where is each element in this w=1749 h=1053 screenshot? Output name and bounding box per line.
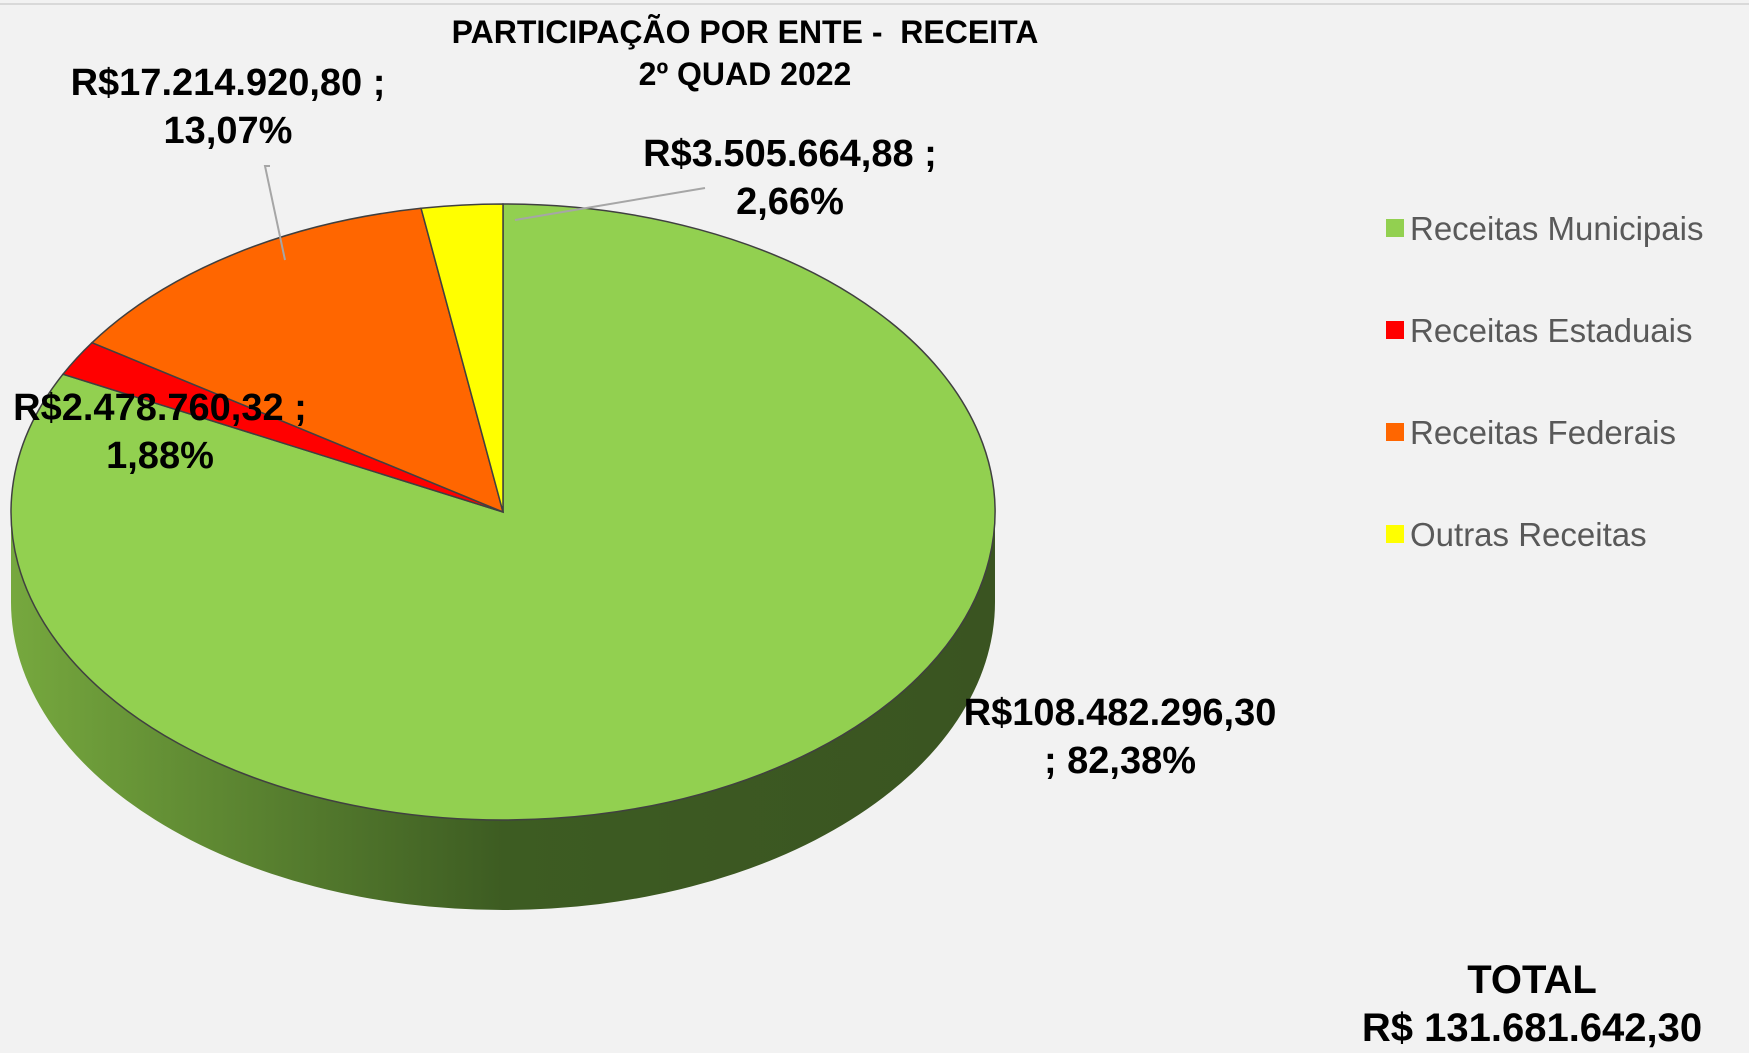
legend-swatch [1386,321,1404,340]
data-label: R$3.505.664,88 ; 2,66% [643,133,937,223]
chart-subtitle: 2º QUAD 2022 [638,56,852,92]
legend-swatch [1386,525,1404,544]
pie-slice [420,203,504,513]
legend-item: Receitas Estaduais [1386,312,1692,350]
legend-item: Receitas Federais [1386,414,1676,452]
legend-label: Outras Receitas [1410,516,1647,553]
pie-slice [90,207,505,514]
total-heading: TOTAL [1467,958,1597,1002]
legend-item: Outras Receitas [1386,516,1647,554]
data-label: R$108.482.296,30 ; 82,38% [963,692,1277,782]
leader-line [514,187,706,221]
legend-item: Receitas Municipais [1386,210,1703,248]
data-label: R$17.214.920,80 ; 13,07% [70,62,386,152]
data-label: R$2.478.760,32 ; 1,88% [13,387,307,477]
legend-label: Receitas Municipais [1410,210,1704,247]
legend-label: Receitas Estaduais [1410,312,1693,349]
pie-side [11,512,995,910]
legend-swatch [1386,219,1404,238]
total-value: R$ 131.681.642,30 [1361,1006,1703,1050]
legend-label: Receitas Federais [1410,414,1676,451]
legend-swatch [1386,423,1404,442]
pie [10,203,996,910]
chart-title: PARTICIPAÇÃO POR ENTE - RECEITA [451,14,1039,50]
leader-line [263,165,286,261]
